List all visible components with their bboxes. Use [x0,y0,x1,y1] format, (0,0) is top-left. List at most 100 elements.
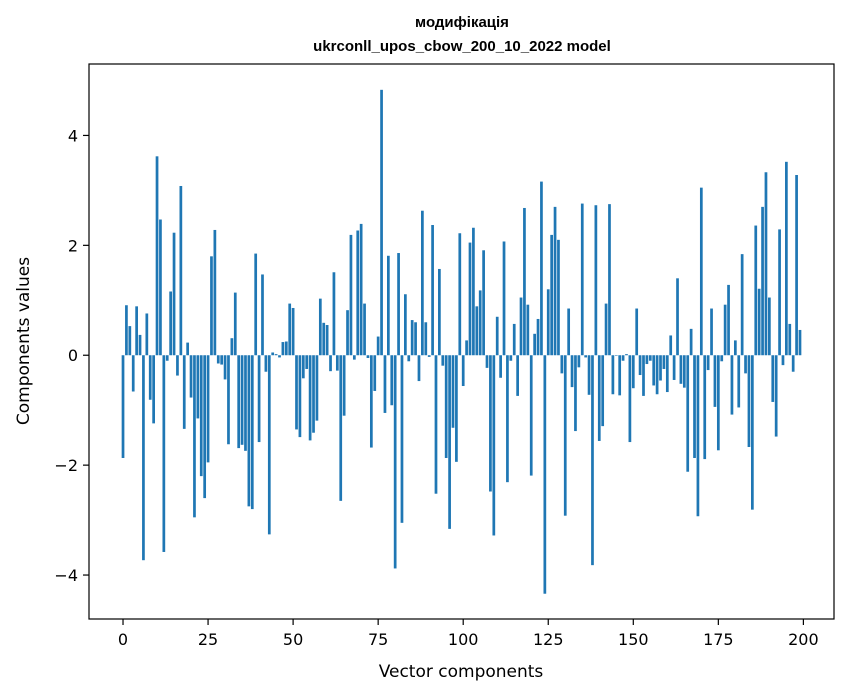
bar-117 [519,297,523,356]
bar-149 [628,355,632,443]
bar-72 [366,355,370,358]
bar-30 [223,355,227,380]
bar-196 [788,323,792,356]
bar-86 [414,322,417,356]
bar-105 [478,290,482,356]
bar-164 [679,355,683,384]
bar-157 [655,355,659,395]
bar-138 [591,355,594,566]
x-tick-label: 25 [198,630,218,649]
bar-6 [142,355,145,561]
y-tick-label: −2 [54,456,78,475]
bar-39 [254,253,258,356]
bar-165 [682,355,686,388]
bar-40 [257,355,261,443]
x-tick-label: 0 [118,630,128,649]
bar-71 [363,303,366,356]
bar-20 [189,355,193,398]
bar-144 [611,355,615,395]
bar-180 [733,340,737,356]
bar-48 [284,341,288,356]
bar-23 [199,355,203,477]
bar-38 [250,355,254,510]
bar-0 [121,355,125,458]
bar-29 [220,355,224,365]
bar-156 [652,355,656,386]
bar-95 [444,355,448,458]
bar-159 [662,355,666,369]
bar-17 [179,185,183,356]
bar-54 [305,355,309,369]
bar-112 [502,241,506,356]
bar-116 [516,355,519,396]
bar-136 [584,355,588,358]
bar-102 [468,242,472,356]
y-tick-label: −4 [54,566,78,585]
bar-171 [703,355,707,460]
bar-168 [693,355,696,458]
x-axis-label: Vector components [379,662,544,682]
bar-93 [438,268,441,356]
bar-4 [135,306,138,356]
bar-8 [148,355,152,400]
x-tick-label: 125 [533,630,564,649]
bar-61 [329,355,332,372]
bar-132 [570,355,574,388]
bar-140 [597,355,601,441]
bar-128 [557,239,560,356]
bar-113 [506,355,509,483]
bar-108 [489,355,492,492]
bar-170 [699,187,703,356]
bar-37 [247,355,251,507]
bar-111 [499,355,502,378]
bar-52 [298,355,302,438]
chart-title: модифікація [415,14,509,31]
bar-58 [318,298,322,356]
bar-46 [278,355,281,358]
bar-107 [485,355,489,368]
bar-167 [689,328,693,356]
bar-154 [645,355,649,365]
bar-36 [244,355,247,451]
bar-191 [771,355,775,402]
bar-175 [716,355,720,451]
x-tick-label: 150 [618,630,649,649]
bar-18 [182,355,186,429]
bar-142 [604,303,608,356]
bar-110 [495,316,499,356]
bar-28 [216,355,220,364]
bar-7 [145,313,149,356]
bar-115 [512,323,516,356]
bar-84 [407,355,411,362]
bar-85 [410,320,414,356]
bar-163 [676,278,679,356]
y-axis-ticks: −4 −2 0 2 4 [54,126,89,585]
bar-57 [315,355,319,421]
bar-98 [455,355,458,462]
bar-31 [227,355,230,445]
bar-135 [580,203,584,356]
x-tick-label: 200 [788,630,819,649]
y-tick-label: 0 [68,346,78,365]
bar-79 [390,355,394,406]
x-axis-ticks: 0 25 50 75 100 125 150 175 200 [118,619,819,649]
bar-75 [376,336,380,356]
bar-22 [196,355,200,419]
bar-194 [781,355,785,366]
bar-186 [754,225,758,356]
bar-155 [648,355,652,361]
bar-11 [159,219,162,356]
bar-64 [339,355,343,501]
bar-69 [356,230,360,356]
bar-32 [230,338,234,356]
bar-26 [210,256,213,356]
bar-161 [669,335,673,356]
bar-78 [387,255,390,356]
chart-subtitle: ukrconll_upos_cbow_200_10_2022 model [313,38,611,55]
bar-83 [404,294,407,356]
bar-133 [574,355,577,432]
bar-2 [128,326,132,356]
bar-81 [397,253,400,356]
bar-177 [723,304,727,356]
